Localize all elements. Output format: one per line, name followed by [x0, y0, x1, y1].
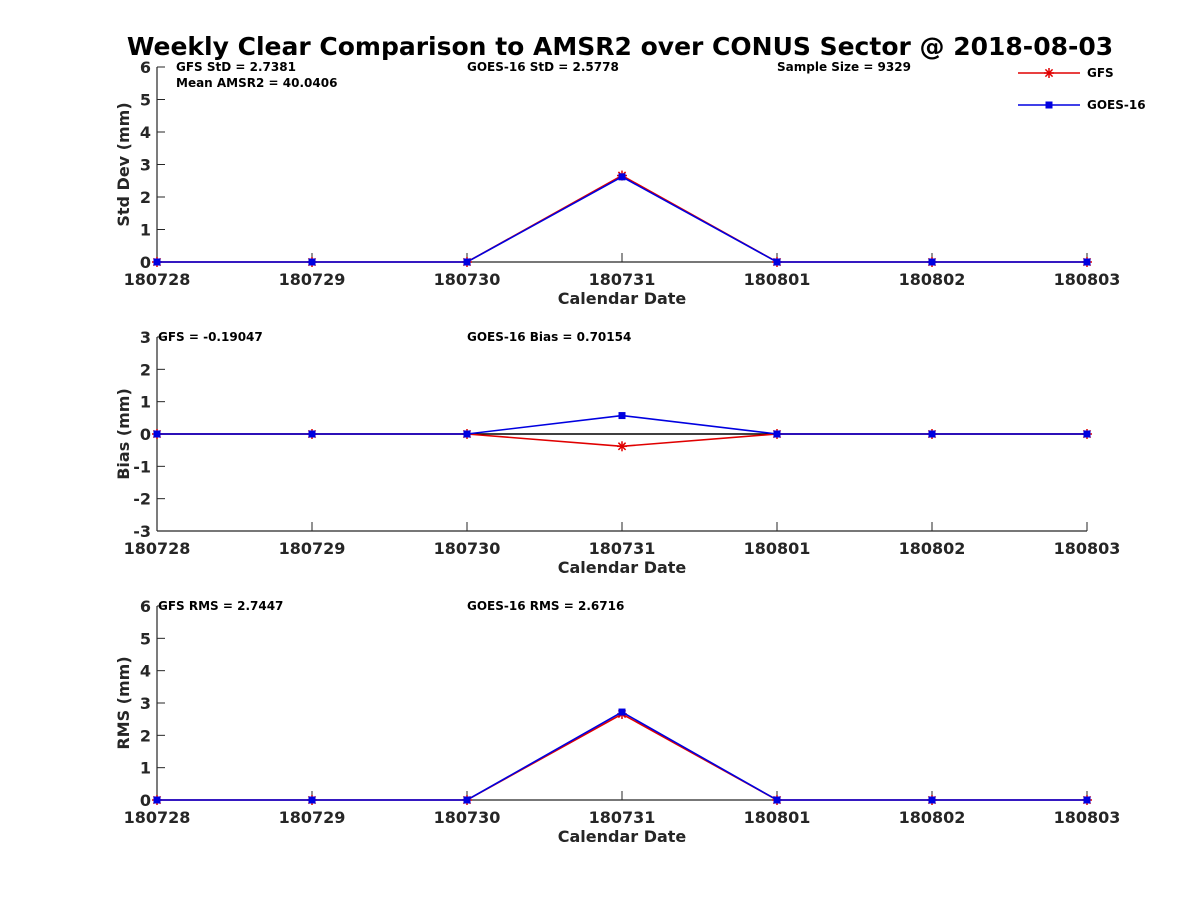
x-tick-label: 180730 [434, 539, 501, 558]
stat-annotation: GOES-16 RMS = 2.6716 [467, 599, 624, 613]
x-tick-label: 180729 [279, 270, 346, 289]
legend: GFS GOES-16 [1018, 66, 1146, 112]
figure-title: Weekly Clear Comparison to AMSR2 over CO… [127, 32, 1113, 61]
x-tick-label: 180728 [124, 539, 191, 558]
data-point-goes16 [153, 796, 161, 804]
data-point-goes16 [1083, 430, 1091, 438]
x-tick-label: 180802 [899, 808, 966, 827]
x-tick-label: 180802 [899, 539, 966, 558]
y-tick-label: 3 [140, 694, 151, 713]
legend-gfs-label: GFS [1087, 66, 1114, 80]
x-tick-label: 180729 [279, 808, 346, 827]
data-point-goes16 [618, 173, 626, 181]
rms-panel: 0 1 2 3 4 5 6 180728 180729 180730 180731 180801 180… [114, 597, 1120, 846]
y-tick-label: 3 [140, 156, 151, 175]
y-tick-label: 5 [140, 629, 151, 648]
stat-annotation: GFS RMS = 2.7447 [158, 599, 283, 613]
data-point-goes16 [773, 258, 781, 266]
y-tick-label: 1 [140, 759, 151, 778]
x-tick-label: 180729 [279, 539, 346, 558]
series-line-gfs [157, 713, 1087, 801]
data-point-goes16 [308, 796, 316, 804]
data-point-goes16 [1083, 796, 1091, 804]
y-tick-label: 4 [140, 123, 151, 142]
x-tick-label: 180803 [1054, 808, 1121, 827]
data-point-goes16 [618, 708, 626, 716]
y-tick-label: 5 [140, 91, 151, 110]
x-tick-label: 180730 [434, 808, 501, 827]
y-tick-label: 2 [140, 188, 151, 207]
y-tick-label: -2 [133, 490, 151, 509]
data-point-goes16 [773, 796, 781, 804]
legend-gfs-asterisk [1044, 68, 1054, 78]
x-axis-label: Calendar Date [558, 558, 687, 577]
x-tick-label: 180730 [434, 270, 501, 289]
data-point-goes16 [308, 430, 316, 438]
legend-goes16-square [1045, 101, 1053, 109]
data-point-goes16 [1083, 258, 1091, 266]
y-tick-label: 0 [140, 791, 151, 810]
x-tick-label: 180801 [744, 270, 811, 289]
x-tick-label: 180802 [899, 270, 966, 289]
x-tick-label: 180728 [124, 808, 191, 827]
y-tick-label: 6 [140, 597, 151, 616]
legend-goes16-label: GOES-16 [1087, 98, 1146, 112]
data-point-goes16 [463, 258, 471, 266]
std-dev-panel: 0 1 2 3 4 5 6 180728 180729 180730 180731 180801 180… [114, 58, 1120, 308]
y-tick-label: -3 [133, 522, 151, 541]
x-tick-label: 180731 [589, 270, 656, 289]
legend-gfs-marker-icon [1044, 68, 1054, 78]
series-line-gfs [157, 174, 1087, 263]
y-tick-label: 1 [140, 393, 151, 412]
data-point-goes16 [463, 796, 471, 804]
data-point-goes16 [153, 430, 161, 438]
y-tick-label: -1 [133, 457, 151, 476]
data-point-gfs [617, 441, 627, 452]
x-tick-label: 180803 [1054, 270, 1121, 289]
data-point-goes16 [618, 412, 626, 420]
x-tick-label: 180801 [744, 539, 811, 558]
y-tick-label: 0 [140, 253, 151, 272]
y-tick-label: 4 [140, 662, 151, 681]
data-point-goes16 [928, 430, 936, 438]
x-tick-label: 180728 [124, 270, 191, 289]
x-tick-label: 180803 [1054, 539, 1121, 558]
legend-goes16-marker-icon [1045, 101, 1053, 109]
stat-annotation: GOES-16 StD = 2.5778 [467, 60, 619, 74]
y-tick-label: 0 [140, 425, 151, 444]
stat-annotation: Mean AMSR2 = 40.0406 [176, 76, 337, 90]
data-point-goes16 [153, 258, 161, 266]
y-axis-label: Bias (mm) [114, 388, 133, 480]
stat-annotation: GFS StD = 2.7381 [176, 60, 296, 74]
stat-annotation: GOES-16 Bias = 0.70154 [467, 330, 631, 344]
y-tick-label: 2 [140, 360, 151, 379]
x-axis-label: Calendar Date [558, 827, 687, 846]
data-point-goes16 [773, 430, 781, 438]
x-tick-label: 180731 [589, 808, 656, 827]
stat-annotation: Sample Size = 9329 [777, 60, 911, 74]
data-point-goes16 [463, 430, 471, 438]
series-line-goes16 [157, 711, 1087, 801]
y-tick-label: 3 [140, 328, 151, 347]
bias-panel: -3 -2 -1 0 1 2 3 180728 180729 180730 180731 180801… [114, 328, 1120, 577]
x-tick-label: 180731 [589, 539, 656, 558]
y-tick-label: 6 [140, 58, 151, 77]
series-line-goes16 [157, 175, 1087, 263]
stat-annotation: GFS = -0.19047 [158, 330, 263, 344]
data-point-goes16 [928, 258, 936, 266]
y-axis-label: Std Dev (mm) [114, 102, 133, 226]
y-tick-label: 2 [140, 726, 151, 745]
data-point-goes16 [928, 796, 936, 804]
y-axis-label: RMS (mm) [114, 656, 133, 749]
data-point-goes16 [308, 258, 316, 266]
x-axis-label: Calendar Date [558, 289, 687, 308]
y-tick-label: 1 [140, 221, 151, 240]
x-tick-label: 180801 [744, 808, 811, 827]
